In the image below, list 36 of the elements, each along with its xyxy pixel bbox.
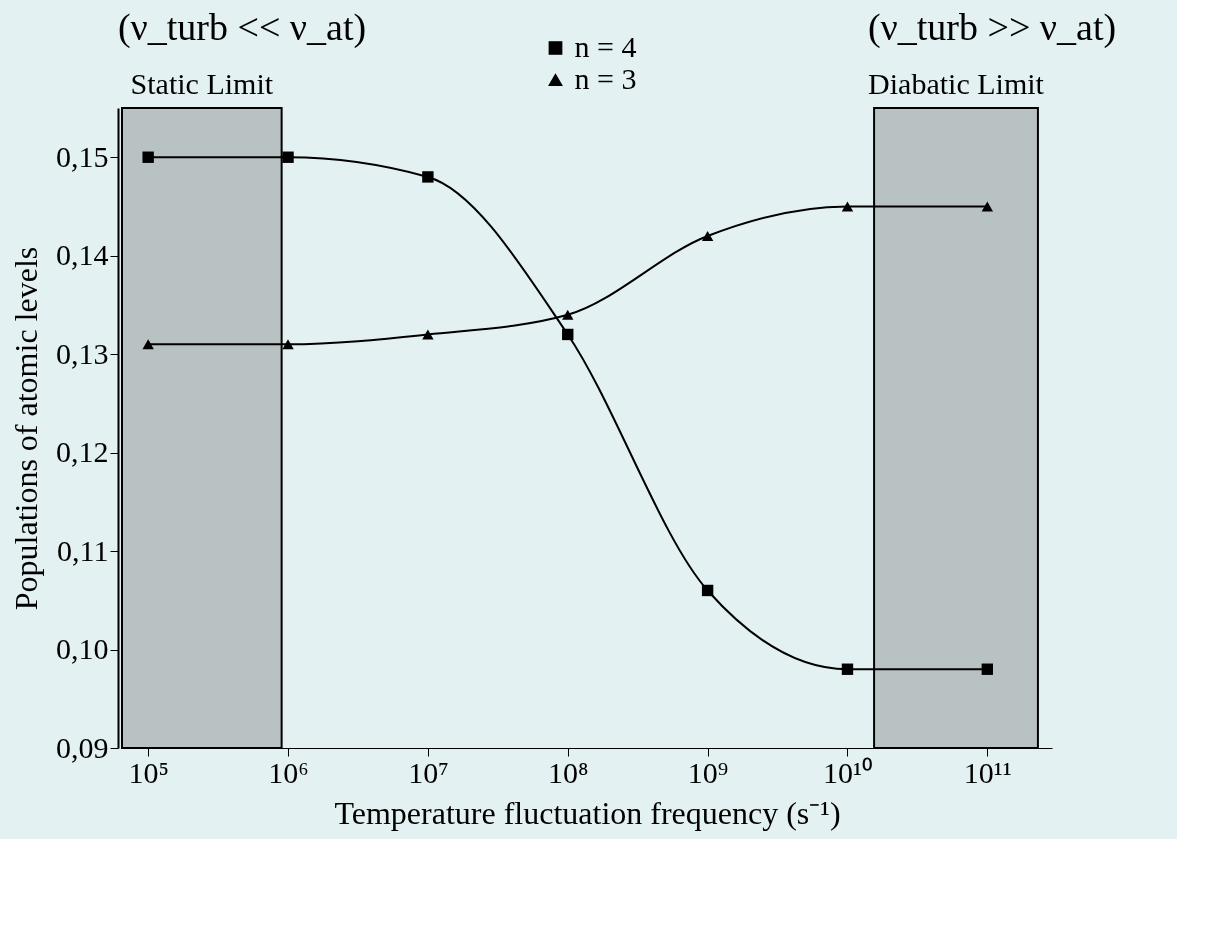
x-axis-title: Temperature fluctuation frequency (s⁻¹) (334, 794, 841, 831)
point (981, 201, 994, 212)
legend-label: n = 4 (574, 30, 637, 63)
x-tick-label: 10⁷ (408, 755, 449, 789)
x-tick-label: 10¹⁰ (822, 755, 873, 789)
y-tick-label: 0,12 (56, 435, 109, 469)
y-tick-label: 0,15 (56, 139, 109, 173)
x-tick-label: 10⁶ (268, 755, 309, 789)
point (282, 339, 294, 350)
point (142, 151, 154, 163)
band-label: Static Limit (130, 67, 274, 100)
point (981, 663, 994, 675)
text: (ν_turb >> ν_at) (867, 6, 1117, 49)
point (841, 663, 854, 675)
x-tick-label: 10⁵ (128, 755, 169, 789)
y-tick-label: 0,14 (56, 238, 109, 272)
point (701, 584, 714, 597)
x-tick-label: 10⁸ (548, 755, 589, 789)
point (562, 328, 574, 341)
y-tick-label: 0,11 (57, 533, 109, 567)
y-tick-label: 0,10 (56, 632, 109, 666)
point (422, 171, 434, 183)
point (841, 201, 854, 212)
y-axis-title: Populations of atomic levels (8, 246, 44, 611)
point (142, 339, 154, 350)
x-tick-label: 10⁹ (687, 755, 729, 789)
legend-label: n = 3 (574, 62, 637, 95)
text: (ν_turb << ν_at) (117, 6, 367, 49)
point (422, 329, 434, 340)
point (282, 151, 294, 163)
y-tick-label: 0,09 (56, 730, 109, 764)
point (562, 309, 574, 320)
x-tick-label: 10¹¹ (963, 755, 1012, 789)
band-label: Diabatic Limit (868, 67, 1045, 100)
point (701, 231, 714, 241)
y-tick-label: 0,13 (56, 336, 109, 370)
